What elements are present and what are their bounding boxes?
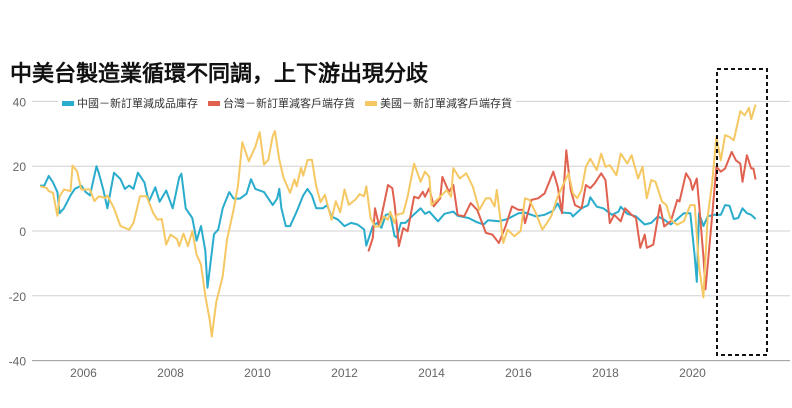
legend: 中國－新訂單減成品庫存 台灣－新訂單減客戶端存貨 美國－新訂單減客戶端存貨: [58, 95, 516, 111]
legend-item-usa[interactable]: 美國－新訂單減客戶端存貨: [365, 95, 512, 111]
legend-item-taiwan[interactable]: 台灣－新訂單減客戶端存貨: [208, 95, 355, 111]
x-tick-label: 2014: [418, 366, 445, 380]
x-tick-label: 2018: [592, 366, 619, 380]
x-tick-label: 2006: [70, 366, 97, 380]
series-line-2: [39, 104, 757, 338]
series-line-1: [367, 149, 757, 291]
x-tick-label: 2020: [679, 366, 706, 380]
x-tick-label: 2008: [157, 366, 184, 380]
legend-swatch: [365, 100, 377, 106]
x-tick-label: 2010: [244, 366, 271, 380]
legend-swatch: [208, 100, 220, 106]
y-tick-label: 20: [13, 160, 27, 174]
y-tick-label: 0: [19, 225, 26, 239]
series-line-0: [40, 165, 757, 289]
legend-label: 美國－新訂單減客戶端存貨: [380, 97, 512, 110]
y-tick-label: 40: [13, 95, 27, 109]
highlight-box: [716, 68, 768, 356]
legend-label: 中國－新訂單減成品庫存: [77, 97, 198, 110]
chart-title: 中美台製造業循環不同調，上下游出現分歧: [10, 62, 429, 87]
legend-label: 台灣－新訂單減客戶端存貨: [223, 97, 355, 110]
legend-item-china[interactable]: 中國－新訂單減成品庫存: [62, 95, 198, 111]
x-tick-label: 2016: [505, 366, 532, 380]
y-tick-label: -40: [9, 355, 27, 369]
y-tick-label: -20: [9, 290, 27, 304]
legend-swatch: [62, 100, 74, 106]
x-tick-label: 2012: [331, 366, 358, 380]
